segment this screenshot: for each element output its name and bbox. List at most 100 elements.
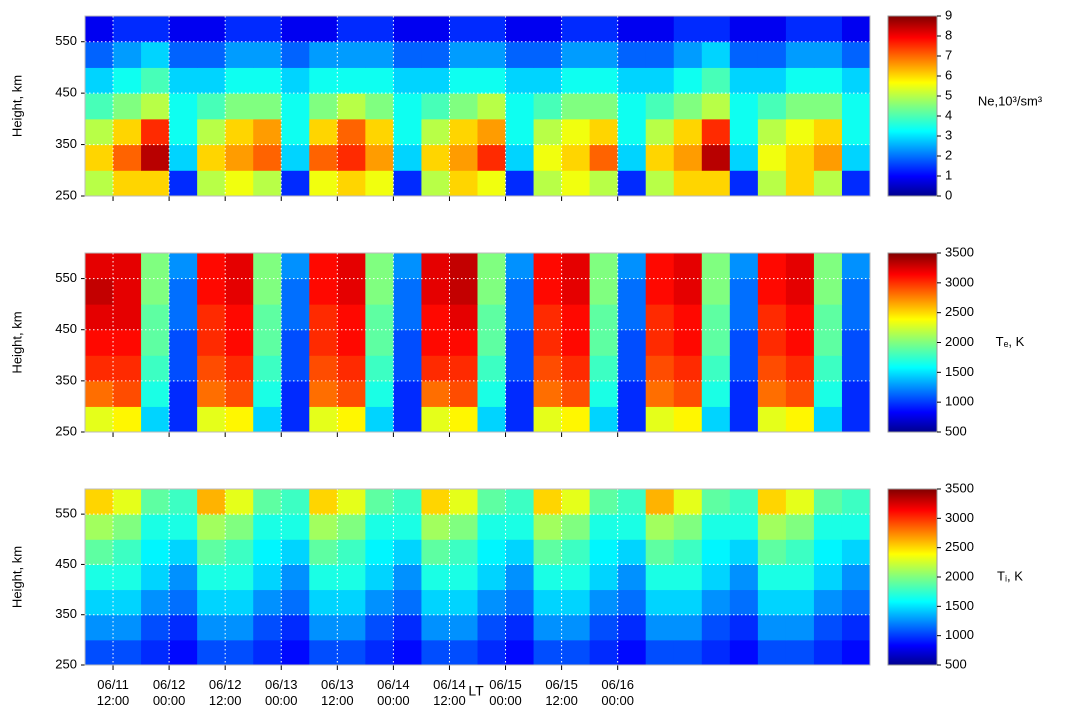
heatmap-cell — [757, 406, 787, 433]
colorbar-label: Tᵢ, K — [997, 568, 1023, 583]
heatmap-cell — [477, 170, 507, 197]
heatmap-cell — [477, 589, 507, 616]
heatmap-cell — [841, 639, 871, 666]
heatmap-cell — [113, 93, 142, 120]
heatmap-cell — [617, 16, 647, 43]
heatmap-cell — [505, 514, 535, 540]
heatmap-cell — [505, 118, 535, 146]
heatmap-cell — [337, 589, 366, 616]
heatmap-cell — [701, 329, 731, 356]
heatmap-cell — [449, 144, 478, 171]
heatmap-cell — [169, 329, 198, 356]
heatmap-cell — [785, 639, 815, 666]
heatmap-cell — [421, 67, 450, 94]
heatmap-cell — [505, 93, 535, 120]
heatmap-cell — [645, 118, 675, 146]
heatmap-cell — [561, 41, 591, 68]
heatmap-cell — [141, 144, 170, 171]
heatmap-cell — [85, 93, 114, 120]
heatmap-cell — [197, 589, 226, 616]
heatmap-cell — [729, 118, 759, 146]
heatmap-cell — [365, 16, 394, 43]
heatmap-cell — [729, 639, 759, 666]
heatmap-cell — [85, 639, 114, 666]
heatmap-cell — [589, 329, 619, 356]
heatmap-cell — [393, 118, 422, 146]
y-tick-label: 450 — [55, 321, 77, 336]
heatmap-cell — [421, 16, 450, 43]
heatmap-cell — [533, 144, 563, 171]
heatmap-cell — [225, 489, 254, 515]
heatmap-cell — [757, 489, 787, 515]
heatmap-cell — [169, 614, 198, 641]
heatmap-cell — [589, 67, 619, 94]
heatmap-cell — [309, 406, 338, 433]
heatmap-cell — [225, 329, 254, 356]
heatmap-cell — [785, 406, 815, 433]
heatmap-cell — [225, 118, 254, 146]
heatmap-cell — [533, 639, 563, 666]
heatmap-cell — [757, 514, 787, 540]
colorbar-tick-label: 2 — [945, 147, 952, 162]
heatmap-cell — [169, 170, 198, 197]
heatmap-cell — [365, 67, 394, 94]
colorbar-tick-label: 2000 — [945, 334, 974, 349]
heatmap-cell — [225, 67, 254, 94]
heatmap-cell — [197, 514, 226, 540]
heatmap-cell — [617, 67, 647, 94]
heatmap-cell — [785, 329, 815, 356]
heatmap-cell — [253, 118, 282, 146]
heatmap-cell — [85, 406, 114, 433]
heatmap-cell — [589, 406, 619, 433]
heatmap-cell — [561, 489, 591, 515]
heatmap-cell — [449, 278, 478, 305]
heatmap-cell — [449, 406, 478, 433]
heatmap-cell — [533, 253, 563, 280]
heatmap-cell — [253, 639, 282, 666]
heatmap-cell — [701, 16, 731, 43]
heatmap-cell — [337, 170, 366, 197]
colorbar-tick-label: 8 — [945, 27, 952, 42]
heatmap-cell — [785, 539, 815, 565]
heatmap-cell — [701, 539, 731, 565]
heatmap-cell — [729, 41, 759, 68]
heatmap-cell — [561, 93, 591, 120]
heatmap-cell — [673, 589, 703, 616]
plot-frame — [84, 252, 871, 433]
heatmap-cell — [645, 93, 675, 120]
heatmap-cell — [309, 144, 338, 171]
heatmap-cell — [701, 253, 731, 280]
heatmap-cell — [645, 144, 675, 171]
heatmap-cell — [785, 16, 815, 43]
heatmap-cell — [449, 16, 478, 43]
heatmap-cell — [729, 614, 759, 641]
heatmap-cell — [589, 639, 619, 666]
heatmap-cell — [589, 144, 619, 171]
heatmap-cell — [757, 144, 787, 171]
heatmap-cell — [477, 329, 507, 356]
heatmap-cell — [813, 253, 843, 280]
heatmap-cell — [365, 170, 394, 197]
heatmap-cell — [281, 41, 310, 68]
x-tick-label: 06/12 12:00 — [208, 677, 242, 708]
heatmap-cell — [421, 253, 450, 280]
heatmap-cell — [505, 639, 535, 666]
heatmap-cell — [421, 614, 450, 641]
heatmap-cell — [561, 304, 591, 331]
heatmap-cell — [701, 67, 731, 94]
heatmap-cell — [85, 170, 114, 197]
heatmap-cell — [813, 67, 843, 94]
heatmap-cell — [169, 118, 198, 146]
heatmap-cell — [309, 170, 338, 197]
heatmap-cell — [673, 144, 703, 171]
heatmap-cell — [673, 93, 703, 120]
colorbar-tick-label: 1000 — [945, 394, 974, 409]
heatmap-cell — [141, 304, 170, 331]
heatmap-cell — [701, 589, 731, 616]
heatmap-cell — [533, 564, 563, 591]
heatmap-cell — [673, 118, 703, 146]
heatmap-cell — [589, 355, 619, 382]
heatmap-cell — [393, 614, 422, 641]
colorbar-tick-label: 2000 — [945, 568, 974, 583]
heatmap-cell — [337, 564, 366, 591]
